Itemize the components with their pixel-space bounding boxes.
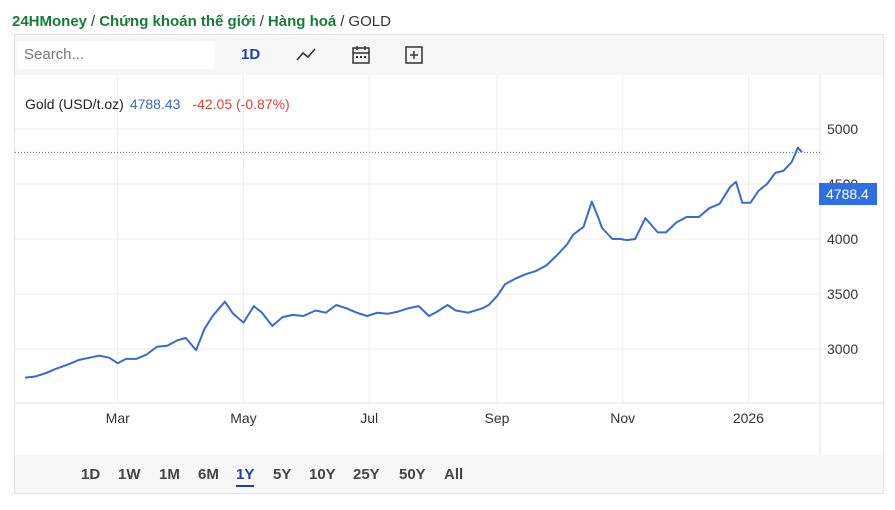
add-compare-icon[interactable] [403, 44, 425, 66]
breadcrumb-separator: / [340, 13, 345, 30]
chart-widget: 1D 50004500400035003000MarMayJulSepNov20… [14, 34, 884, 494]
range-1w[interactable]: 1W [118, 466, 141, 483]
range-10y[interactable]: 10Y [309, 466, 336, 483]
y-tick-label: 3000 [827, 341, 858, 357]
breadcrumb-section-link[interactable]: Chứng khoán thế giới [99, 13, 256, 30]
x-tick-label: 2026 [733, 410, 764, 426]
x-tick-label: Mar [106, 410, 130, 426]
symbol-search-input[interactable] [17, 41, 215, 69]
range-50y[interactable]: 50Y [399, 466, 426, 483]
interval-button[interactable]: 1D [241, 46, 261, 63]
range-1d[interactable]: 1D [81, 466, 101, 483]
y-tick-label: 3500 [827, 286, 858, 302]
breadcrumb-category-link[interactable]: Hàng hoá [267, 13, 337, 30]
breadcrumb-separator: / [91, 13, 96, 30]
legend-change: -42.05 (-0.87%) [192, 96, 290, 112]
range-selector: 1D 1W 1M 6M 1Y 5Y 10Y 25Y 50Y All [15, 455, 883, 493]
x-tick-label: Jul [360, 410, 378, 426]
range-all[interactable]: All [444, 466, 464, 483]
range-6m[interactable]: 6M [198, 466, 219, 483]
price-line-series [24, 146, 803, 379]
breadcrumb-site-link[interactable]: 24HMoney [12, 13, 88, 30]
range-25y[interactable]: 25Y [353, 466, 380, 483]
legend-price: 4788.43 [129, 96, 181, 112]
breadcrumb: 24HMoney / Chứng khoán thế giới / Hàng hoá / G… [12, 13, 391, 30]
breadcrumb-current: GOLD [348, 13, 391, 30]
x-tick-label: Nov [610, 410, 635, 426]
range-5y[interactable]: 5Y [273, 466, 292, 483]
last-price-tag: 4788.4 [819, 183, 877, 205]
price-chart[interactable]: 50004500400035003000MarMayJulSepNov2026 [15, 75, 883, 455]
range-1m[interactable]: 1M [159, 466, 180, 483]
line-chart-icon[interactable] [295, 44, 317, 66]
legend-symbol-name: Gold (USD/t.oz) [25, 96, 124, 112]
breadcrumb-separator: / [259, 13, 264, 30]
series-legend: Gold (USD/t.oz) 4788.43 -42.05 (-0.87%) [25, 96, 290, 112]
range-1y[interactable]: 1Y [236, 466, 255, 487]
y-tick-label: 4000 [827, 231, 858, 247]
chart-toolbar: 1D [15, 35, 883, 75]
x-tick-label: May [230, 410, 256, 426]
y-tick-label: 5000 [827, 121, 858, 137]
chart-area[interactable]: 50004500400035003000MarMayJulSepNov2026 … [15, 75, 883, 489]
calendar-icon[interactable] [350, 44, 372, 66]
x-tick-label: Sep [485, 410, 510, 426]
